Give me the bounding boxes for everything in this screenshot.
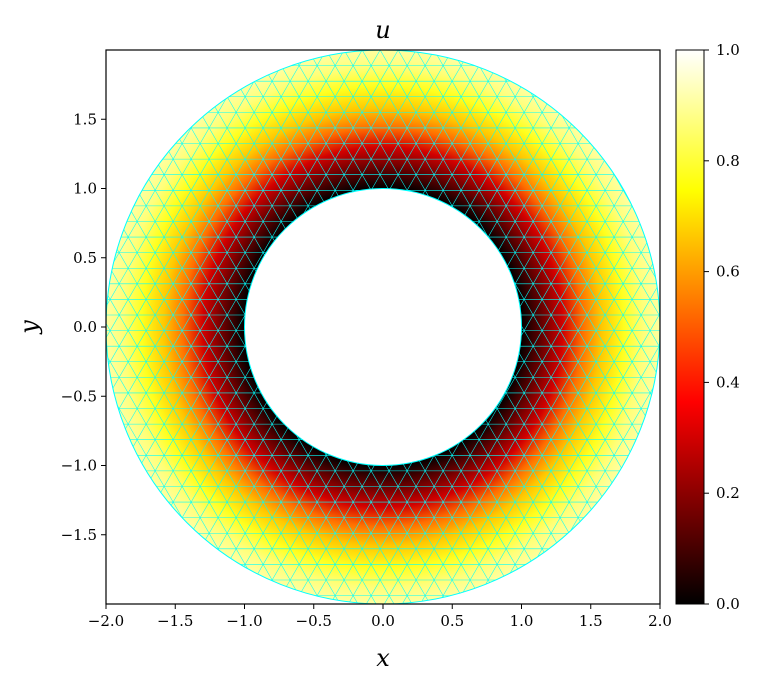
inner-boundary xyxy=(244,188,522,466)
y-tick-label: 1.5 xyxy=(73,110,97,128)
chart-title: u xyxy=(375,16,390,44)
colorbar xyxy=(675,49,705,605)
y-tick-label: 1.0 xyxy=(73,180,97,198)
field-annulus xyxy=(105,49,661,605)
colorbar-tick-label: 0.2 xyxy=(716,484,740,502)
x-tick-label: 0.5 xyxy=(440,612,464,630)
x-axis-label: x xyxy=(376,644,390,672)
x-tick-label: 1.5 xyxy=(579,612,603,630)
x-tick-label: −2.0 xyxy=(88,612,124,630)
y-tick-label: 0.5 xyxy=(73,249,97,267)
x-tick-label: 1.0 xyxy=(510,612,534,630)
colorbar-tick-label: 0.8 xyxy=(716,152,740,170)
x-tick-label: 0.0 xyxy=(371,612,395,630)
colorbar-tick-label: 0.4 xyxy=(716,373,740,391)
colorbar-tick-label: 0.0 xyxy=(716,595,740,613)
x-tick-label: −0.5 xyxy=(296,612,332,630)
x-axis-ticks: −2.0 −1.5 −1.0 −0.5 0.0 0.5 1.0 1.5 2.0 xyxy=(88,604,672,630)
y-tick-label: −0.5 xyxy=(61,387,97,405)
colorbar-tick-label: 1.0 xyxy=(716,41,740,59)
y-axis-label: y xyxy=(15,320,43,335)
y-tick-label: −1.0 xyxy=(61,457,97,475)
y-axis-ticks: 1.5 1.0 0.5 0.0 −0.5 −1.0 −1.5 xyxy=(61,110,106,544)
x-tick-label: −1.5 xyxy=(157,612,193,630)
colorbar-ticks: 0.0 0.2 0.4 0.6 0.8 1.0 xyxy=(704,41,740,613)
colorbar-tick-label: 0.6 xyxy=(716,263,740,281)
x-tick-label: 2.0 xyxy=(648,612,672,630)
y-tick-label: −1.5 xyxy=(61,526,97,544)
x-tick-label: −1.0 xyxy=(226,612,262,630)
y-tick-label: 0.0 xyxy=(73,318,97,336)
